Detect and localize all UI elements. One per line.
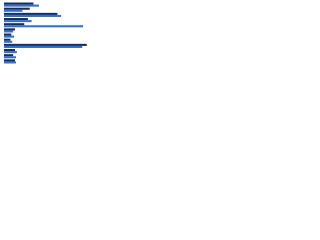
chart [4,2,87,64]
bar [4,7,30,10]
bar [4,54,14,57]
bar [4,45,83,48]
page: {"chart_data": {"type": "hbar", "categor… [0,0,100,71]
bar [4,30,14,33]
bar [4,38,11,41]
bar [4,20,32,23]
bar [4,18,28,21]
bar [4,14,62,17]
bar [4,28,16,31]
bar [4,23,25,26]
bar [4,33,12,36]
bar [4,25,84,28]
bar [4,43,87,46]
bar [4,49,16,52]
bar [4,56,16,59]
bar [4,59,16,62]
bar [4,9,23,12]
bar [4,51,17,54]
bar [4,40,13,43]
bar [4,61,16,64]
bar [4,4,39,7]
bar [4,35,15,38]
bar [4,12,58,15]
bar [4,2,34,5]
